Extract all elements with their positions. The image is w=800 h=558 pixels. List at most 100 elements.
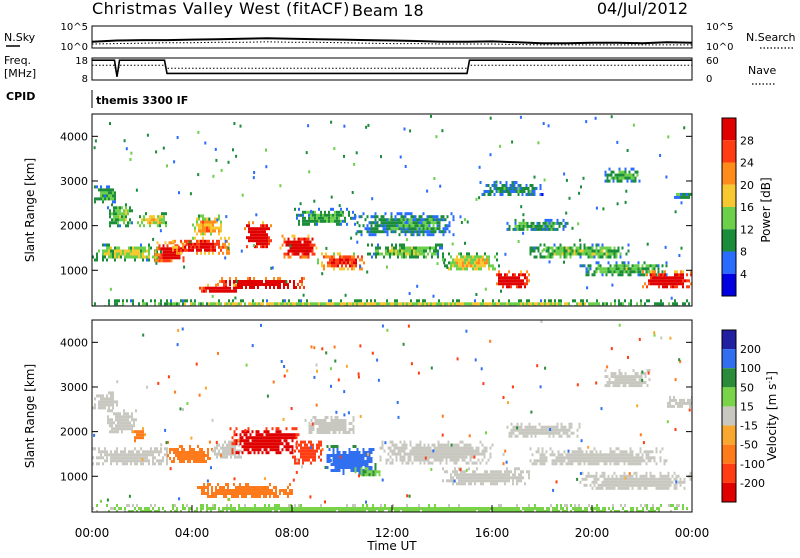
power-cell	[108, 256, 110, 259]
power-cell	[371, 256, 373, 259]
velocity-cell	[523, 429, 525, 432]
velocity-cell	[181, 460, 183, 463]
velocity-cell	[124, 450, 126, 453]
velocity-cell	[104, 450, 106, 453]
velocity-cell	[430, 453, 432, 456]
velocity-cell	[567, 435, 569, 438]
power-cell	[213, 287, 215, 290]
velocity-cell	[258, 448, 260, 451]
power-cell	[504, 273, 506, 276]
power-cell	[285, 283, 287, 286]
power-cell	[458, 267, 460, 270]
velocity-cell	[323, 428, 325, 431]
power-cell	[608, 270, 610, 273]
power-speck	[178, 191, 180, 194]
velocity-cell	[201, 451, 203, 454]
velocity-cell	[142, 427, 144, 430]
velocity-cell	[361, 460, 363, 463]
velocity-cell	[242, 430, 244, 433]
velocity-cell	[634, 456, 636, 459]
velocity-cell	[555, 426, 557, 429]
velocity-cell	[484, 447, 486, 450]
velocity-cell	[538, 447, 540, 450]
power-cell	[219, 287, 221, 290]
power-cell	[385, 253, 387, 256]
velocity-cell	[314, 453, 316, 456]
velocity-cell	[357, 469, 359, 472]
velocity-cell	[566, 453, 568, 456]
velocity-cell	[191, 451, 193, 454]
power-cell	[546, 302, 548, 305]
power-cell	[292, 235, 294, 238]
velocity-cell	[456, 447, 458, 450]
power-cell	[202, 246, 204, 249]
power-cell	[546, 250, 548, 253]
power-cell	[108, 194, 110, 197]
power-cell	[341, 267, 343, 270]
velocity-cell	[252, 439, 254, 442]
velocity-cell	[232, 442, 234, 445]
power-cell	[445, 227, 447, 230]
power-cell	[96, 259, 98, 262]
power-cell	[425, 247, 427, 250]
power-band-14	[367, 244, 443, 259]
velocity-cell	[537, 432, 539, 435]
power-cell	[209, 287, 211, 290]
velocity-cell	[478, 450, 480, 453]
power-cell	[120, 250, 122, 253]
power-cell	[128, 250, 130, 253]
velocity-cell	[110, 394, 112, 397]
velocity-cell	[256, 439, 258, 442]
velocity-cell	[584, 453, 586, 456]
power-cell	[210, 243, 212, 246]
velocity-cell	[261, 486, 263, 489]
power-cell	[329, 258, 331, 261]
velocity-cell	[460, 453, 462, 456]
power-cell	[107, 206, 109, 209]
velocity-cell	[367, 470, 369, 473]
velocity-cell	[241, 489, 243, 492]
velocity-cell	[588, 462, 590, 465]
frequency-panel: Freq. [MHz] 18 8 60 0 Nave CPID themis 3…	[4, 54, 776, 108]
power-cell	[322, 214, 324, 217]
velocity-cell	[337, 457, 339, 460]
velocity-cell	[121, 427, 123, 430]
power-cell	[518, 190, 520, 193]
velocity-cell	[492, 470, 494, 473]
velocity-cell	[121, 418, 123, 421]
velocity-cell	[456, 459, 458, 462]
power-cell	[672, 282, 674, 285]
velocity-cell	[373, 470, 375, 473]
power-cell	[427, 218, 429, 221]
velocity-cell	[341, 466, 343, 469]
power-cell	[650, 273, 652, 276]
power-cell	[686, 285, 688, 288]
power-cell	[447, 224, 449, 227]
power-cell	[600, 256, 602, 259]
power-cell	[262, 239, 264, 242]
velocity-cell	[579, 423, 581, 426]
velocity-cell	[490, 453, 492, 456]
power-cell	[109, 224, 111, 227]
velocity-cell	[224, 453, 226, 456]
velocity-cell	[179, 460, 181, 463]
power-cell	[266, 239, 268, 242]
power-cell	[557, 228, 559, 231]
velocity-cell	[604, 472, 606, 475]
velocity-cell	[281, 489, 283, 492]
velocity-cell	[586, 484, 588, 487]
power-cell	[474, 255, 476, 258]
power-cell	[519, 228, 521, 231]
power-cell	[624, 267, 626, 270]
power-speck	[681, 247, 683, 250]
power-cell	[540, 302, 542, 305]
velocity-cell	[572, 459, 574, 462]
velocity-cell	[107, 415, 109, 418]
power-cell	[218, 243, 220, 246]
velocity-cell	[291, 492, 293, 495]
velocity-cell	[610, 478, 612, 481]
velocity-cell	[282, 433, 284, 436]
velocity-cell	[207, 451, 209, 454]
velocity-cell	[131, 418, 133, 421]
velocity-cell	[306, 453, 308, 456]
